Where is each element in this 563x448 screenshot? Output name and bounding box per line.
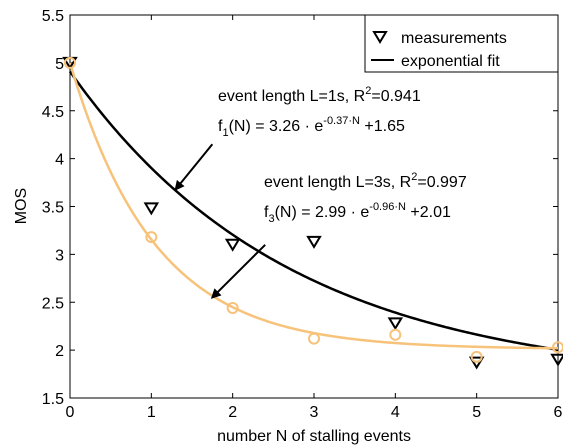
measurement-circle bbox=[308, 332, 320, 345]
y-tick-label: 2.5 bbox=[42, 295, 64, 312]
annotation-line2: f3(N) = 2.99 · e-0.96·N +2.01 bbox=[264, 201, 451, 225]
x-tick-label: 0 bbox=[66, 404, 75, 421]
fit-curve bbox=[68, 70, 559, 351]
legend-label-exponential-fit: exponential fit bbox=[401, 53, 500, 70]
measurement-circle bbox=[389, 328, 402, 341]
measurement-circle bbox=[226, 301, 239, 314]
x-tick-label: 2 bbox=[228, 404, 237, 421]
y-tick-label: 1.5 bbox=[42, 391, 64, 408]
y-tick-label: 3 bbox=[55, 247, 64, 264]
x-tick-label: 1 bbox=[147, 404, 156, 421]
measurement-circle bbox=[470, 350, 483, 363]
annotations: event length L=1s, R2=0.941 f1(N) = 3.26 … bbox=[174, 85, 467, 299]
measurement-circle bbox=[145, 231, 158, 244]
measurement-triangle bbox=[387, 317, 404, 331]
annotation-line1: event length L=1s, R2=0.941 bbox=[218, 85, 421, 105]
y-tick-label: 3.5 bbox=[42, 200, 64, 217]
annotation-line2: f1(N) = 3.26 · e-0.37·N +1.65 bbox=[218, 115, 405, 139]
x-tick-label: 4 bbox=[391, 404, 400, 421]
measurement-circle bbox=[552, 341, 563, 354]
legend-triangle-marker bbox=[372, 31, 388, 44]
y-tick-label: 4 bbox=[55, 152, 64, 169]
measurement-triangle bbox=[224, 238, 241, 252]
annotation-arrow bbox=[210, 244, 266, 299]
y-tick-label: 5 bbox=[55, 56, 64, 73]
measurement-circle bbox=[64, 56, 76, 69]
y-tick-label: 5.5 bbox=[42, 8, 64, 25]
x-tick-label: 5 bbox=[472, 404, 481, 421]
legend-box bbox=[364, 14, 559, 73]
y-tick-label: 4.5 bbox=[42, 104, 64, 121]
y-axis-label: MOS bbox=[13, 188, 30, 224]
annotation-line1: event length L=3s, R2=0.997 bbox=[264, 171, 467, 191]
measurement-triangle bbox=[550, 353, 563, 367]
measurement-triangle bbox=[143, 202, 160, 216]
x-tick-label: 6 bbox=[554, 404, 563, 421]
annotation-arrow bbox=[174, 143, 214, 191]
x-tick-label: 3 bbox=[310, 404, 319, 421]
measurement-triangle bbox=[468, 356, 485, 370]
measurement-triangle bbox=[306, 235, 322, 249]
measurement-markers bbox=[62, 56, 563, 370]
x-axis-label: number N of stalling events bbox=[217, 428, 411, 445]
y-tick-label: 2 bbox=[55, 343, 64, 360]
ticks: 0 1 2 3 4 5 6 1.5 2 2.5 3 3.5 4 4.5 5 5.5 bbox=[42, 8, 563, 421]
legend-label-measurements: measurements bbox=[401, 30, 507, 47]
legend: measurements exponential fit bbox=[364, 14, 559, 73]
